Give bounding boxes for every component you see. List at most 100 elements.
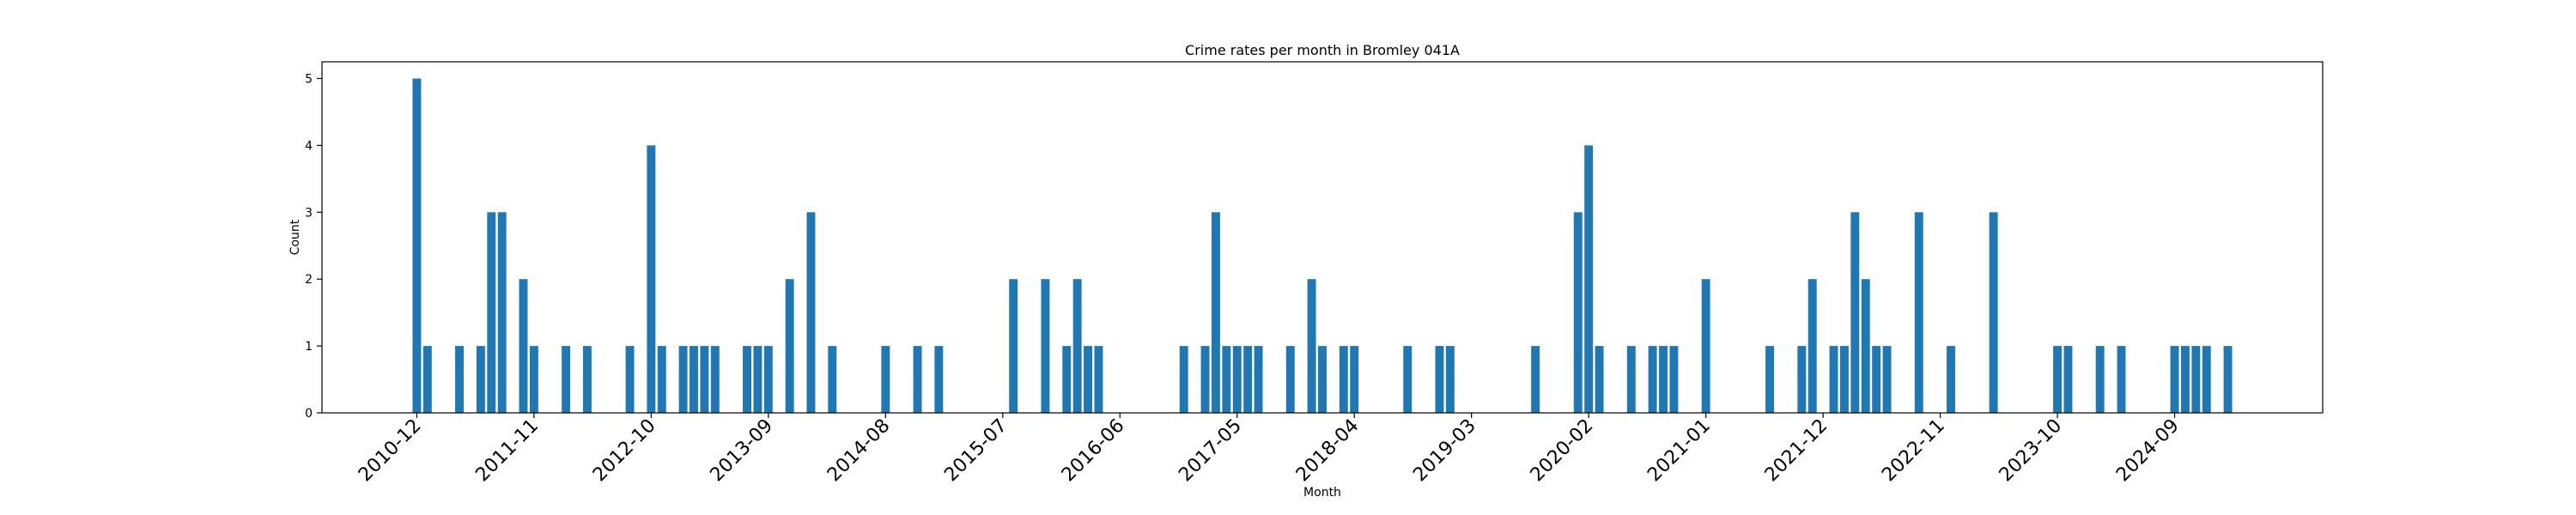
bar-2020-06 [1626,346,1636,413]
bar-2022-01 [1829,346,1838,413]
bar-2013-04 [710,346,720,413]
bar-2012-02 [562,346,571,413]
x-tick-label: 2020-02 [1527,415,1598,487]
bar-2017-05 [1232,346,1242,413]
x-tick-label: 2021-01 [1643,415,1715,487]
bar-2012-11 [657,346,666,413]
bar-2022-06 [1882,346,1892,413]
bar-2017-06 [1243,346,1253,413]
bar-2023-11 [2063,346,2073,413]
bar-2024-10 [2180,346,2190,413]
bar-2016-01 [1062,346,1072,413]
bar-2013-09 [763,346,773,413]
bar-2017-07 [1254,346,1263,413]
x-tick-label: 2014-08 [823,415,895,487]
bar-2016-02 [1072,279,1082,413]
x-tick-label: 2011-11 [471,415,543,487]
bar-2019-09 [1531,346,1540,413]
x-tick-label: 2023-10 [1996,415,2067,487]
bar-2017-02 [1200,346,1210,413]
bar-2013-08 [753,346,762,413]
x-tick-label: 2013-09 [706,415,777,487]
bar-2018-01 [1318,346,1327,413]
chart-title: Crime rates per month in Bromley 041A [1185,42,1460,58]
bar-2011-01 [422,346,432,413]
bar-2017-10 [1285,346,1295,413]
bar-2021-07 [1765,346,1775,413]
x-tick-label: 2022-11 [1878,415,1949,487]
bar-2014-08 [881,346,890,413]
y-tick-label: 2 [305,273,313,287]
bar-2024-12 [2202,346,2211,413]
bar-2012-08 [625,346,635,413]
x-tick-label: 2012-10 [589,415,660,487]
bar-2016-04 [1094,346,1103,413]
x-axis: 2010-12 2011-11 2012-10 2013-09 2014-08 2015-… [355,413,2184,486]
bar-2020-01 [1573,212,1583,413]
bar-2020-02 [1584,145,1594,413]
bar-2011-08 [497,212,507,413]
bar-2011-04 [455,346,465,413]
bar-2024-09 [2170,346,2179,413]
bar-2013-01 [678,346,688,413]
bar-2021-01 [1701,279,1710,413]
bar-2019-01 [1445,346,1455,413]
bar-2012-10 [647,145,656,413]
bar-2018-09 [1403,346,1413,413]
bar-2014-11 [913,346,922,413]
bar-2013-11 [785,279,794,413]
bar-2017-04 [1222,346,1231,413]
x-tick-label: 2021-12 [1761,415,1832,487]
x-axis-label: Month [1303,486,1341,500]
bar-2022-02 [1839,346,1849,413]
bar-2020-10 [1669,346,1679,413]
bar-2025-02 [2223,346,2233,413]
x-tick-label: 2019-03 [1409,415,1480,487]
bar-2018-12 [1435,346,1444,413]
bar-2015-01 [934,346,944,413]
x-tick-label: 2017-05 [1175,415,1246,487]
bar-2018-03 [1339,346,1348,413]
bar-2011-10 [519,279,528,413]
bar-2013-07 [743,346,751,413]
bar-2020-03 [1595,346,1604,413]
bar-2022-05 [1872,346,1881,413]
bars [412,78,2233,413]
y-tick-label: 5 [305,72,313,86]
bar-2024-04 [2117,346,2126,413]
bar-2018-04 [1350,346,1359,413]
y-axis-label: Count [289,219,302,255]
x-tick-label: 2015-07 [940,415,1012,487]
bar-2014-01 [806,212,816,413]
bar-2017-12 [1307,279,1316,413]
bar-2017-03 [1211,212,1220,413]
bar-2014-03 [828,346,837,413]
x-tick-label: 2016-06 [1058,415,1129,487]
bar-2022-12 [1947,346,1955,413]
plot-frame [321,61,2324,414]
bar-2024-02 [2095,346,2105,413]
bar-2011-11 [529,346,538,413]
x-tick-label: 2010-12 [355,415,426,487]
y-axis: 0 1 2 3 4 5 [305,72,322,421]
bar-2016-12 [1179,346,1188,413]
bar-2022-03 [1850,212,1860,413]
bar-2020-09 [1659,346,1668,413]
y-tick-label: 1 [305,340,313,354]
bar-2020-08 [1648,346,1657,413]
bar-2022-09 [1914,212,1923,413]
bar-2010-12 [412,78,422,413]
bar-2011-07 [487,212,496,413]
x-tick-label: 2024-09 [2112,415,2184,487]
bar-2012-04 [582,346,592,413]
y-tick-label: 4 [305,139,313,153]
x-tick-label: 2018-04 [1292,415,1364,487]
bar-2023-10 [2053,346,2063,413]
bar-2024-11 [2191,346,2201,413]
bar-2021-10 [1797,346,1807,413]
bar-2021-11 [1807,279,1817,413]
bar-2015-08 [1009,279,1018,413]
bar-2022-04 [1861,279,1870,413]
bar-2013-03 [700,346,709,413]
